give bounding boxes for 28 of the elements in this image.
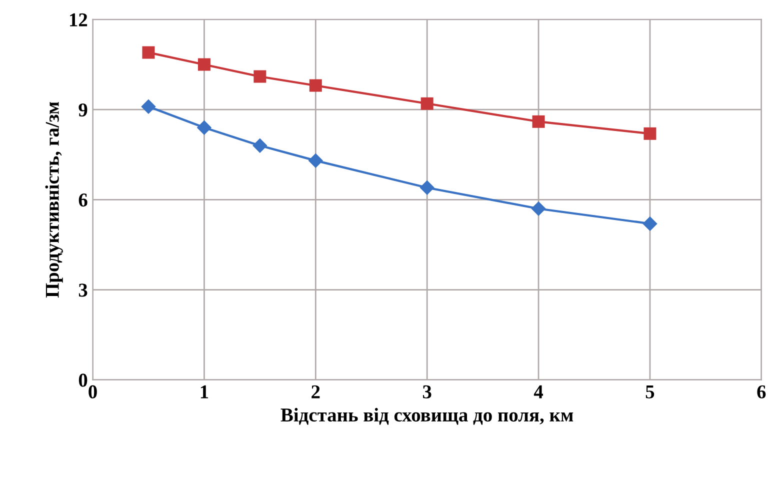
y-tick-label: 0 xyxy=(78,374,88,387)
x-axis-title: Відстань від сховища до поля, км xyxy=(280,408,574,425)
point xyxy=(254,70,266,83)
x-tick-label: 5 xyxy=(646,385,654,398)
point xyxy=(252,138,267,153)
point xyxy=(532,115,545,128)
point xyxy=(642,216,658,231)
point xyxy=(644,127,656,140)
x-tick-label: 0 xyxy=(88,385,97,398)
y-tick-label: 9 xyxy=(78,103,88,117)
x-tick-label: 4 xyxy=(534,385,544,398)
point xyxy=(198,58,210,71)
point xyxy=(197,120,212,135)
y-tick-label: 6 xyxy=(78,194,88,207)
point xyxy=(531,202,546,216)
point xyxy=(308,154,323,168)
point xyxy=(142,46,155,59)
point xyxy=(309,79,322,92)
point xyxy=(141,99,156,114)
x-tick-label: 3 xyxy=(422,385,432,398)
point xyxy=(420,180,434,195)
y-axis-title: Продуктивність, га/зм xyxy=(45,102,63,298)
y-tick-label: 12 xyxy=(70,13,88,26)
x-tick-label: 1 xyxy=(200,385,208,398)
x-tick-label: 6 xyxy=(757,385,766,398)
x-tick-label: 2 xyxy=(312,385,320,398)
point xyxy=(420,97,434,110)
y-tick-label: 3 xyxy=(78,284,88,297)
